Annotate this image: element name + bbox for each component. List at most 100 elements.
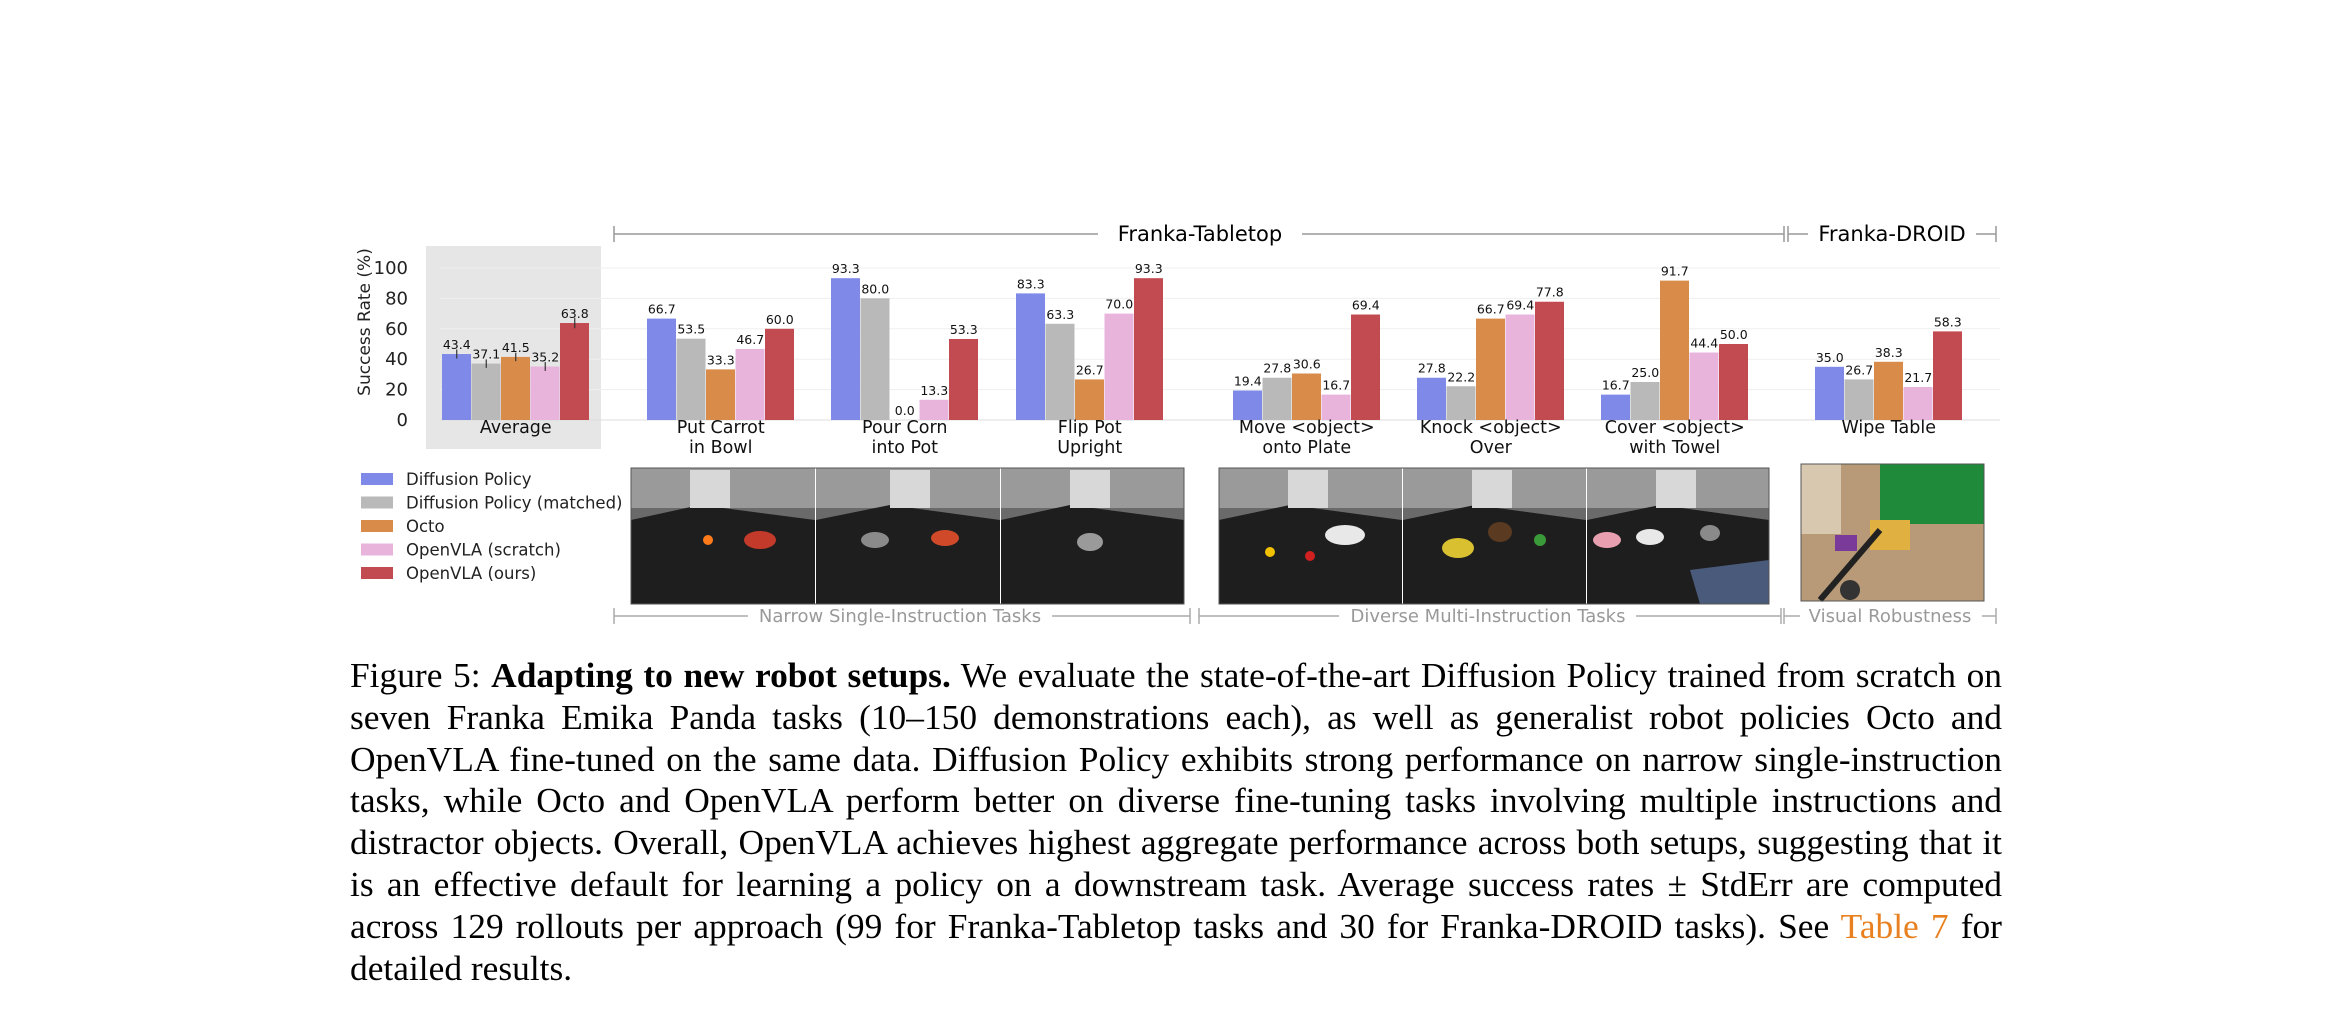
legend-label: Diffusion Policy — [406, 470, 532, 489]
y-axis-label: Success Rate (%) — [355, 248, 375, 396]
y-tick-label: 0 — [397, 410, 408, 431]
bar-2-3 — [1075, 379, 1104, 420]
value-label: 60.0 — [766, 312, 794, 327]
bar-3-3 — [1104, 313, 1134, 420]
value-label: 16.7 — [1602, 378, 1630, 393]
bar-1-5 — [1446, 386, 1476, 420]
x-tick-label: Flip Pot Upright — [1057, 418, 1122, 458]
bar-1-1 — [676, 338, 706, 420]
value-label: 33.3 — [707, 352, 735, 367]
value-label: 27.8 — [1263, 361, 1291, 376]
legend: Diffusion Policy Diffusion Policy (matche… — [361, 470, 622, 583]
bar-3-2 — [919, 399, 949, 420]
caption-table-link[interactable]: Table 7 — [1840, 905, 1949, 946]
photo-put-carrot — [631, 468, 815, 604]
bar-2-4 — [1292, 373, 1321, 420]
caption-lead: Adapting to new robot setups. — [491, 655, 951, 695]
bracket-franka-droid — [1787, 226, 1997, 242]
group-label-narrow-single: Narrow Single-Instruction Tasks — [759, 606, 1041, 627]
value-label: 53.3 — [950, 322, 978, 337]
legend-label: OpenVLA (scratch) — [406, 541, 561, 560]
x-tick-label: Knock <object> Over — [1420, 418, 1562, 458]
legend-swatch — [361, 543, 393, 556]
value-label: 43.4 — [443, 337, 471, 352]
photo-move-object — [1219, 468, 1402, 604]
photo-knock-object — [1403, 468, 1586, 604]
photo-wipe-table — [1801, 464, 1984, 602]
value-label: 21.7 — [1904, 370, 1932, 385]
value-label: 35.2 — [531, 349, 559, 364]
bar-0-6 — [1601, 394, 1630, 420]
value-label: 80.0 — [861, 281, 889, 296]
x-tick-label: Average — [480, 418, 552, 438]
bar-1-6 — [1630, 382, 1660, 420]
bar-1-2 — [860, 298, 890, 420]
bar-2-0 — [501, 356, 530, 420]
bar-4-1 — [765, 328, 794, 420]
bar-0-2 — [831, 278, 860, 420]
group-label-franka-droid: Franka-DROID — [1818, 222, 1965, 246]
bar-4-7 — [1933, 331, 1962, 420]
x-tick-label: Pour Corn into Pot — [862, 418, 947, 458]
caption-tail: for detailed results. — [350, 905, 2002, 988]
legend-label: Diffusion Policy (matched) — [406, 494, 622, 513]
y-tick-label: 80 — [385, 288, 408, 309]
value-label: 35.0 — [1816, 350, 1844, 365]
value-label: 83.3 — [1017, 276, 1045, 291]
value-label: 69.4 — [1352, 298, 1380, 313]
value-label: 77.8 — [1536, 285, 1564, 300]
bar-4-3 — [1134, 278, 1163, 420]
bar-3-4 — [1321, 394, 1351, 420]
bar-2-6 — [1660, 280, 1689, 420]
value-label: 41.5 — [502, 340, 530, 355]
value-label: 30.6 — [1293, 356, 1321, 371]
bar-2-5 — [1476, 318, 1505, 420]
bar-1-7 — [1844, 379, 1874, 420]
results-figure: Success Rate (%) 0 20 40 60 80 100 43.4 66.7 93… — [355, 222, 2000, 627]
bar-series — [442, 278, 1962, 420]
bar-0-1 — [647, 318, 676, 420]
value-label: 91.7 — [1661, 264, 1689, 279]
value-label: 22.2 — [1447, 369, 1475, 384]
bar-3-1 — [735, 349, 765, 420]
caption-body: We evaluate the state-of-the-art Diffusi… — [350, 655, 2002, 946]
value-label: 66.7 — [648, 302, 676, 317]
y-tick-label: 40 — [385, 349, 408, 370]
bar-2-7 — [1874, 361, 1903, 420]
bracket-franka-tabletop — [613, 226, 1785, 242]
photo-cover-object — [1587, 468, 1769, 604]
legend-swatch — [361, 496, 393, 509]
figure-caption: Figure 5: Adapting to new robot setups. … — [350, 655, 2002, 989]
bar-0-5 — [1417, 377, 1446, 420]
value-label: 26.7 — [1845, 362, 1873, 377]
photo-borders — [630, 463, 1985, 605]
bar-4-6 — [1719, 344, 1748, 420]
y-tick-labels: 0 20 40 60 80 100 — [374, 258, 408, 431]
value-label: 13.3 — [920, 383, 948, 398]
bar-3-5 — [1505, 314, 1535, 420]
x-tick-label: Cover <object> with Towel — [1605, 418, 1745, 458]
legend-label: OpenVLA (ours) — [406, 564, 536, 583]
photo-flip-pot — [1001, 468, 1184, 604]
value-label: 37.1 — [472, 347, 500, 362]
value-label: 66.7 — [1477, 302, 1505, 317]
value-label: 93.3 — [1135, 261, 1163, 276]
bar-3-6 — [1689, 352, 1719, 420]
value-label: 70.0 — [1105, 297, 1133, 312]
bar-2-1 — [706, 369, 735, 420]
group-label-visual-robustness: Visual Robustness — [1809, 606, 1972, 627]
value-label: 63.8 — [561, 306, 589, 321]
value-label: 53.5 — [677, 322, 705, 337]
x-tick-label: Put Carrot in Bowl — [677, 418, 765, 458]
legend-swatch — [361, 567, 393, 579]
x-tick-label: Wipe Table — [1842, 418, 1936, 438]
value-label: 50.0 — [1720, 327, 1748, 342]
bar-4-5 — [1535, 301, 1564, 420]
group-label-diverse-multi: Diverse Multi-Instruction Tasks — [1351, 606, 1626, 627]
x-tick-label: Move <object> onto Plate — [1239, 418, 1375, 458]
legend-swatch — [361, 520, 393, 532]
value-label: 69.4 — [1506, 298, 1534, 313]
value-label: 16.7 — [1322, 378, 1350, 393]
bar-0-4 — [1233, 390, 1262, 420]
value-label: 58.3 — [1934, 314, 1962, 329]
